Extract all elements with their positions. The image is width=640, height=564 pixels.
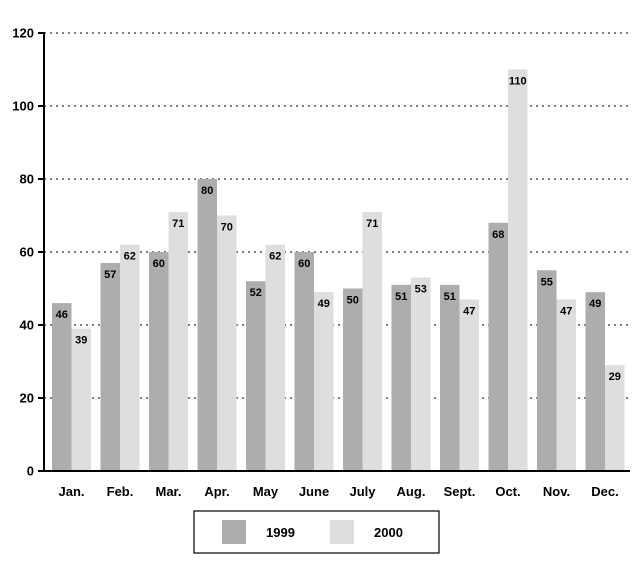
y-tick-label: 120 <box>12 26 34 41</box>
data-label-1999: 50 <box>347 295 359 307</box>
x-tick-label: Oct. <box>495 484 520 499</box>
x-tick-label: Mar. <box>155 484 181 499</box>
data-label-2000: 47 <box>463 305 475 317</box>
data-label-2000: 110 <box>509 76 527 88</box>
x-tick-label: July <box>349 484 376 499</box>
data-label-2000: 62 <box>124 251 136 263</box>
x-tick-label: Sept. <box>444 484 476 499</box>
bar-2000 <box>168 211 188 471</box>
data-labels: 46 39 57 62 60 71 80 70 52 62 60 49 50 71 51 53 51 47 68 11… <box>56 76 621 384</box>
data-label-1999: 49 <box>589 298 601 310</box>
bar-1999 <box>537 270 557 471</box>
data-label-2000: 70 <box>221 222 233 234</box>
bar-1999 <box>585 292 605 471</box>
x-tick-label: Dec. <box>591 484 618 499</box>
axes: 0 20 40 60 80 100 120 Jan. Feb. Mar. Apr. May June Ju… <box>12 26 630 499</box>
bar-2000 <box>605 365 625 471</box>
data-label-2000: 49 <box>318 298 330 310</box>
bar-1999 <box>440 284 460 471</box>
data-label-1999: 51 <box>395 291 407 303</box>
data-label-2000: 71 <box>366 218 378 230</box>
bar-1999 <box>197 179 217 471</box>
data-label-1999: 80 <box>201 185 213 197</box>
y-tick-label: 20 <box>20 391 34 406</box>
data-label-1999: 57 <box>104 269 116 281</box>
y-tick-label: 100 <box>12 99 34 114</box>
bar-2000 <box>217 215 237 471</box>
x-tick-label: Apr. <box>204 484 229 499</box>
y-tick-label: 40 <box>20 318 34 333</box>
data-label-1999: 52 <box>250 287 262 299</box>
data-label-1999: 51 <box>444 291 456 303</box>
y-tick-label: 60 <box>20 245 34 260</box>
bar-2000 <box>314 292 334 471</box>
data-label-1999: 55 <box>541 276 553 288</box>
gridlines <box>44 32 630 399</box>
legend-label-1999: 1999 <box>266 525 295 540</box>
bar-1999 <box>488 222 508 471</box>
data-label-2000: 39 <box>75 335 87 347</box>
bar-1999 <box>294 252 314 471</box>
data-label-2000: 53 <box>415 284 427 296</box>
legend: 1999 2000 <box>193 510 440 554</box>
bar-2000 <box>459 299 479 471</box>
x-tick-label: June <box>299 484 329 499</box>
bar-2000 <box>265 244 285 471</box>
data-label-1999: 60 <box>153 258 165 270</box>
bar-1999 <box>246 281 266 471</box>
legend-swatch-2000 <box>330 520 354 544</box>
legend-swatch-1999 <box>222 520 246 544</box>
bar-2000 <box>71 328 91 471</box>
legend-label-2000: 2000 <box>374 525 403 540</box>
data-label-1999: 46 <box>56 309 68 321</box>
x-tick-label: Nov. <box>543 484 570 499</box>
bar-1999 <box>391 284 411 471</box>
bar-2000 <box>508 69 528 471</box>
y-tick-label: 0 <box>27 464 34 479</box>
x-tick-label: Jan. <box>58 484 84 499</box>
x-tick-label: Feb. <box>107 484 134 499</box>
bars <box>52 69 625 471</box>
data-label-2000: 71 <box>172 218 184 230</box>
bar-1999 <box>343 288 363 471</box>
data-label-1999: 68 <box>492 229 504 241</box>
data-label-1999: 60 <box>298 258 310 270</box>
x-tick-label: May <box>253 484 279 499</box>
bar-2000 <box>120 244 140 471</box>
data-label-2000: 47 <box>560 305 572 317</box>
x-tick-label: Aug. <box>397 484 426 499</box>
bar-1999 <box>100 262 120 471</box>
y-tick-label: 80 <box>20 172 34 187</box>
data-label-2000: 62 <box>269 251 281 263</box>
bar-2000 <box>362 211 382 471</box>
bar-2000 <box>411 277 431 471</box>
data-label-2000: 29 <box>609 371 621 383</box>
bar-1999 <box>52 303 72 471</box>
bar-2000 <box>556 299 576 471</box>
bar-1999 <box>149 252 169 471</box>
